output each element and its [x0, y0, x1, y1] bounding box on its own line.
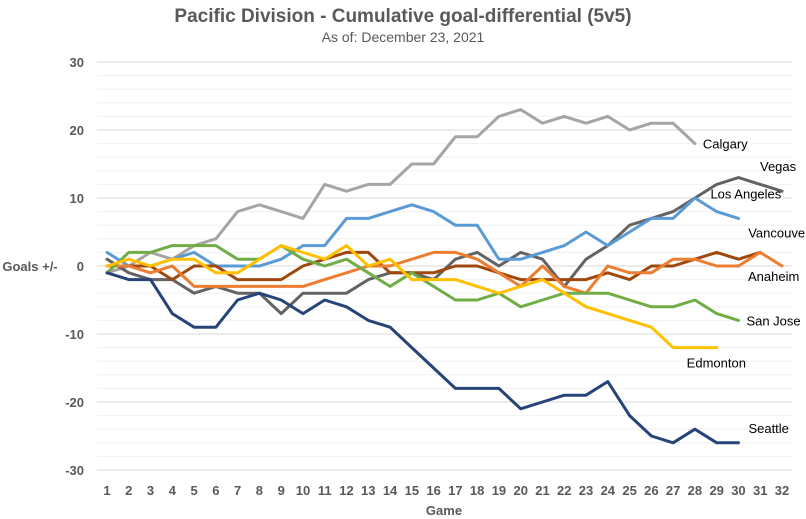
x-tick-label: 24	[601, 483, 616, 498]
series-label-seattle: Seattle	[748, 421, 788, 436]
x-tick-label: 27	[666, 483, 680, 498]
x-tick-label: 29	[709, 483, 723, 498]
x-tick-label: 12	[339, 483, 353, 498]
x-axis-ticks: 1 2 3 4 5 6 7 8 9 10 11 12 13 14 15 16 17 18 19 20 21 22 23 24 2…	[103, 483, 789, 498]
x-tick-label: 3	[147, 483, 154, 498]
x-tick-label: 5	[190, 483, 197, 498]
x-tick-label: 8	[256, 483, 263, 498]
series-line-edmonton	[105, 244, 719, 350]
series-label-edmonton: Edmonton	[687, 356, 746, 371]
x-tick-label: 15	[405, 483, 419, 498]
x-tick-label: 16	[426, 483, 440, 498]
x-tick-label: 9	[278, 483, 285, 498]
x-axis-label: Game	[426, 503, 462, 518]
series-line-los-angeles	[105, 196, 740, 268]
y-tick-label: 10	[70, 191, 84, 206]
series-label-san-jose: San Jose	[746, 313, 800, 328]
x-tick-label: 13	[361, 483, 375, 498]
x-tick-label: 31	[753, 483, 767, 498]
series-label-los-angeles: Los Angeles	[710, 186, 781, 201]
y-tick-label: -10	[65, 327, 84, 342]
y-axis-ticks: 30 20 10 0 -10 -20 -30	[65, 55, 84, 478]
series-line-calgary	[105, 108, 697, 275]
x-tick-label: 10	[296, 483, 310, 498]
y-tick-label: -20	[65, 395, 84, 410]
x-tick-label: 28	[688, 483, 702, 498]
x-tick-label: 19	[492, 483, 506, 498]
x-tick-label: 26	[644, 483, 658, 498]
series-line-vancouver	[105, 250, 762, 282]
x-tick-label: 21	[535, 483, 549, 498]
y-tick-label: 0	[77, 259, 84, 274]
y-tick-label: -30	[65, 463, 84, 478]
x-tick-label: 2	[125, 483, 132, 498]
series-line-seattle	[105, 271, 740, 445]
series-line-anaheim	[105, 250, 784, 295]
x-tick-label: 7	[234, 483, 241, 498]
y-tick-label: 30	[70, 55, 84, 70]
x-tick-label: 6	[212, 483, 219, 498]
x-tick-label: 22	[557, 483, 571, 498]
series-labels: Calgary Vegas Los Angeles Vancouver Anaheim S…	[687, 137, 806, 436]
x-tick-label: 23	[579, 483, 593, 498]
x-tick-label: 11	[318, 483, 332, 498]
y-axis-label: Goals +/-	[2, 259, 57, 274]
chart-subtitle: As of: December 23, 2021	[322, 29, 485, 45]
x-tick-label: 1	[103, 483, 110, 498]
x-tick-label: 14	[383, 483, 398, 498]
x-tick-label: 25	[622, 483, 636, 498]
x-tick-label: 18	[470, 483, 484, 498]
y-tick-label: 20	[70, 123, 84, 138]
x-tick-label: 32	[775, 483, 789, 498]
series-label-vancouver: Vancouver	[748, 225, 806, 240]
x-tick-label: 20	[513, 483, 527, 498]
series-label-calgary: Calgary	[703, 137, 748, 152]
series-label-anaheim: Anaheim	[748, 269, 799, 284]
series-lines	[105, 108, 784, 445]
x-tick-label: 17	[448, 483, 462, 498]
chart-title: Pacific Division - Cumulative goal-diffe…	[174, 6, 631, 27]
x-tick-label: 30	[731, 483, 745, 498]
series-label-vegas: Vegas	[760, 159, 797, 174]
x-tick-label: 4	[169, 483, 177, 498]
